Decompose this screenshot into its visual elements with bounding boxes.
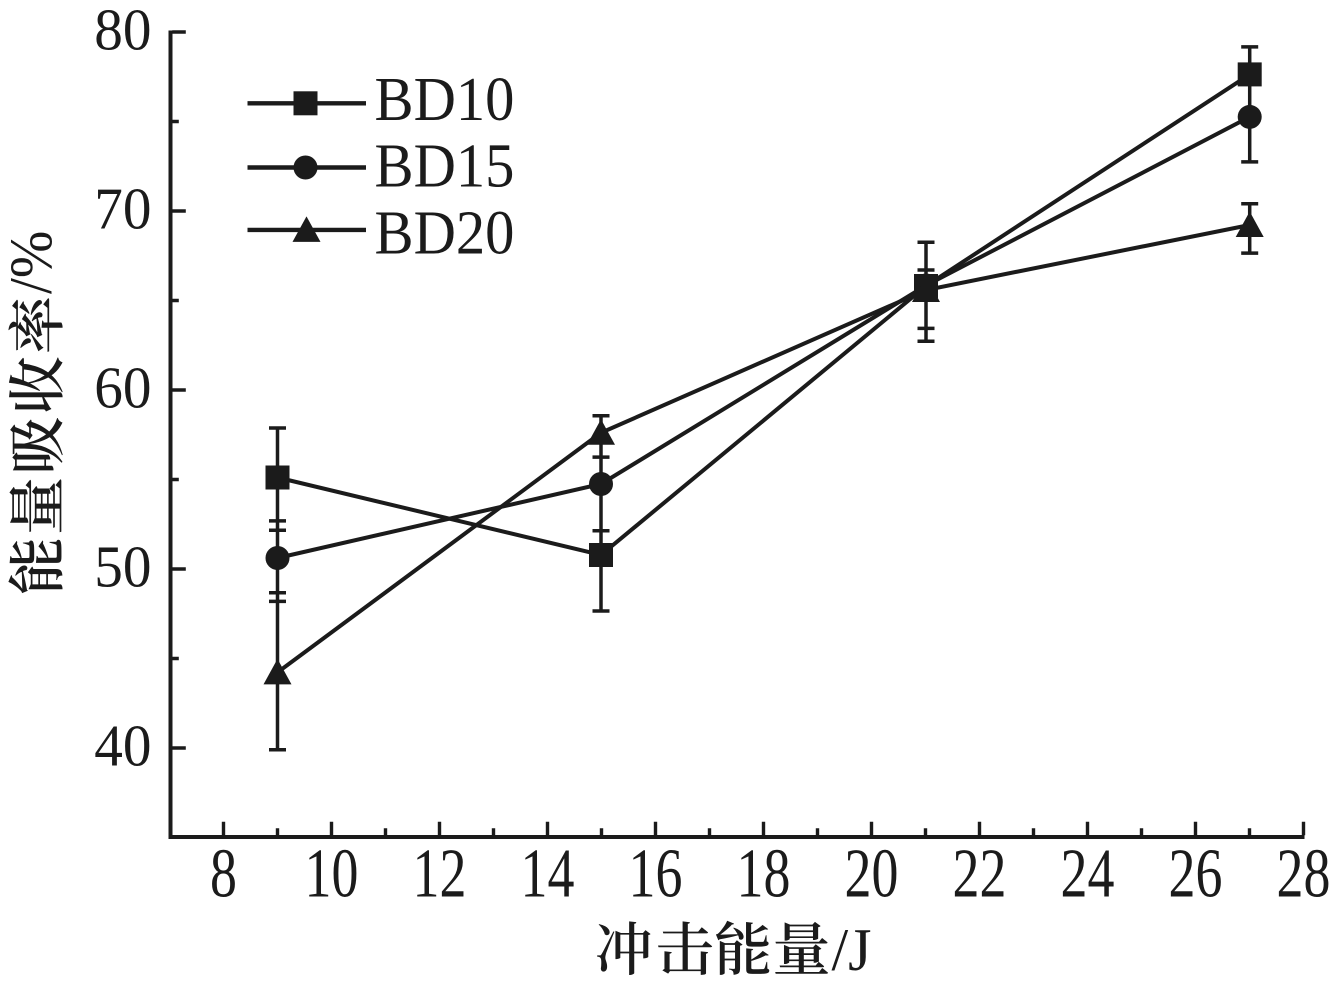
svg-text:16: 16 (629, 834, 683, 912)
svg-text:22: 22 (953, 834, 1007, 912)
svg-text:/%: /% (0, 231, 64, 294)
svg-text:BD10: BD10 (375, 65, 515, 134)
svg-text:14: 14 (521, 834, 575, 912)
svg-text:26: 26 (1169, 834, 1223, 912)
svg-text:/J: /J (832, 917, 872, 983)
svg-text:28: 28 (1277, 834, 1331, 912)
svg-text:10: 10 (305, 834, 359, 912)
svg-text:18: 18 (737, 834, 791, 912)
svg-text:80: 80 (94, 0, 151, 63)
svg-text:BD15: BD15 (375, 132, 515, 201)
svg-text:20: 20 (845, 834, 899, 912)
svg-text:70: 70 (94, 176, 151, 242)
svg-text:50: 50 (94, 534, 151, 600)
svg-text:8: 8 (210, 834, 237, 912)
svg-text:24: 24 (1061, 834, 1115, 912)
svg-text:60: 60 (94, 355, 151, 421)
svg-text:BD20: BD20 (375, 199, 515, 268)
svg-text:12: 12 (413, 834, 467, 912)
svg-text:40: 40 (94, 713, 151, 779)
